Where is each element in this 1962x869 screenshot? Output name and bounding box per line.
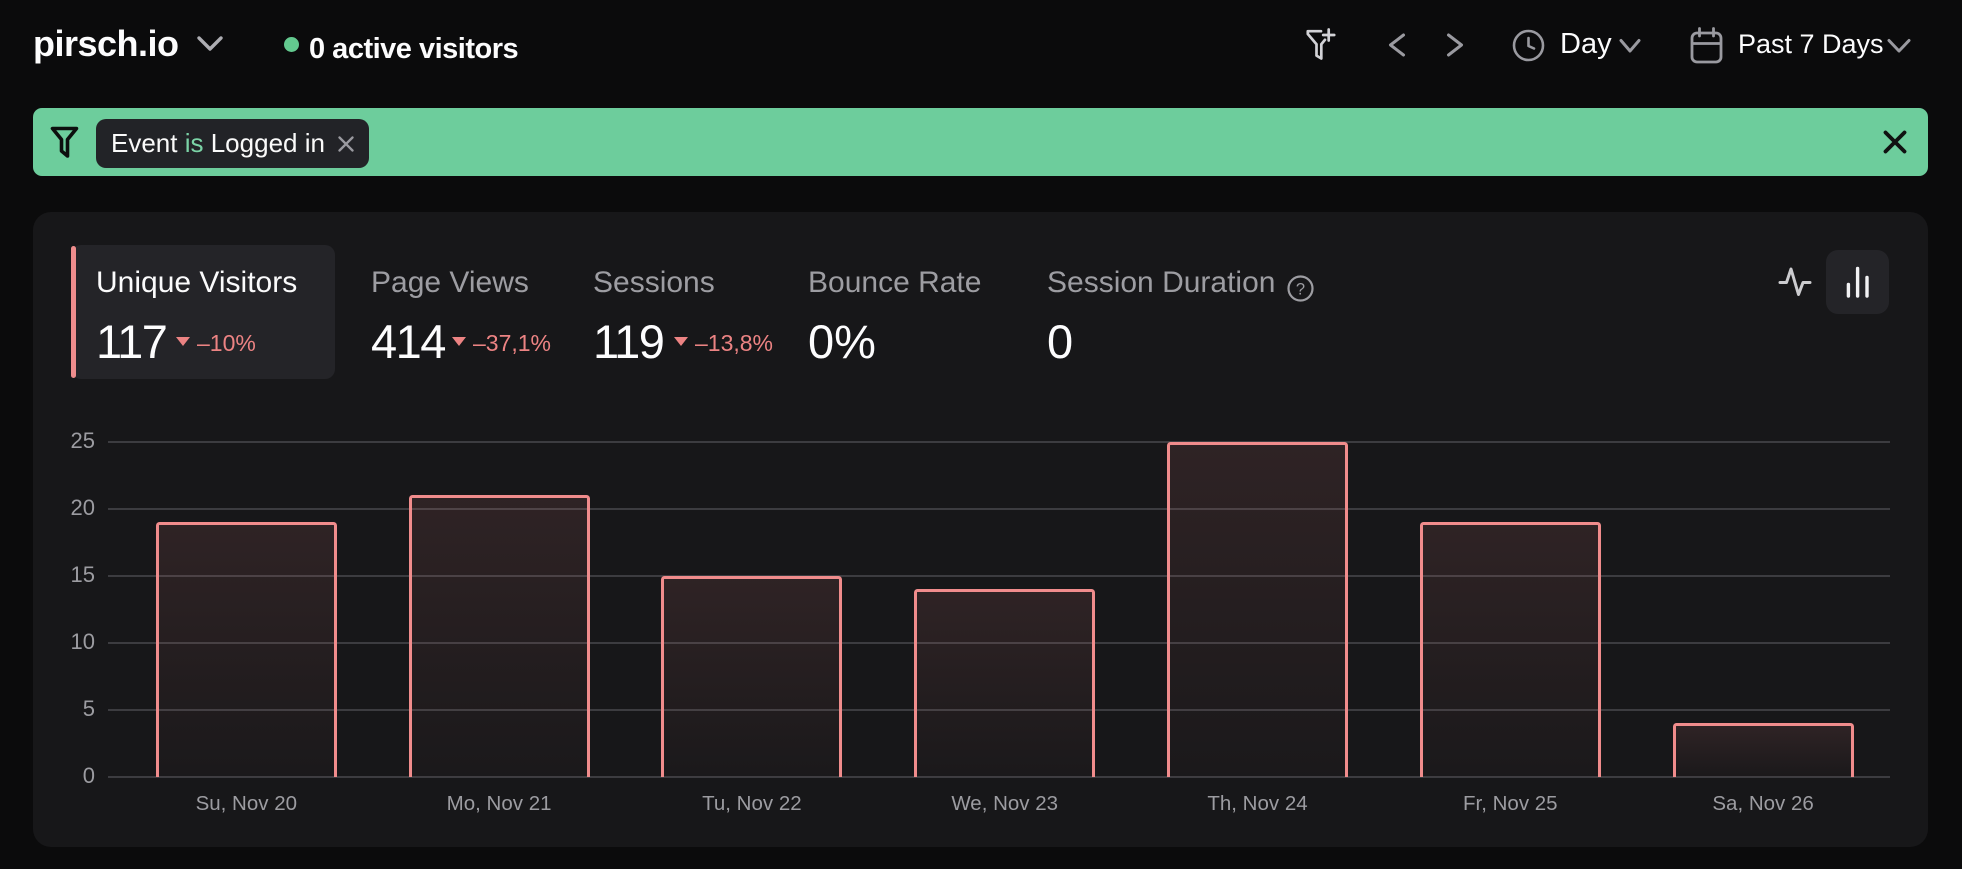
svg-text:?: ? <box>1296 281 1305 299</box>
